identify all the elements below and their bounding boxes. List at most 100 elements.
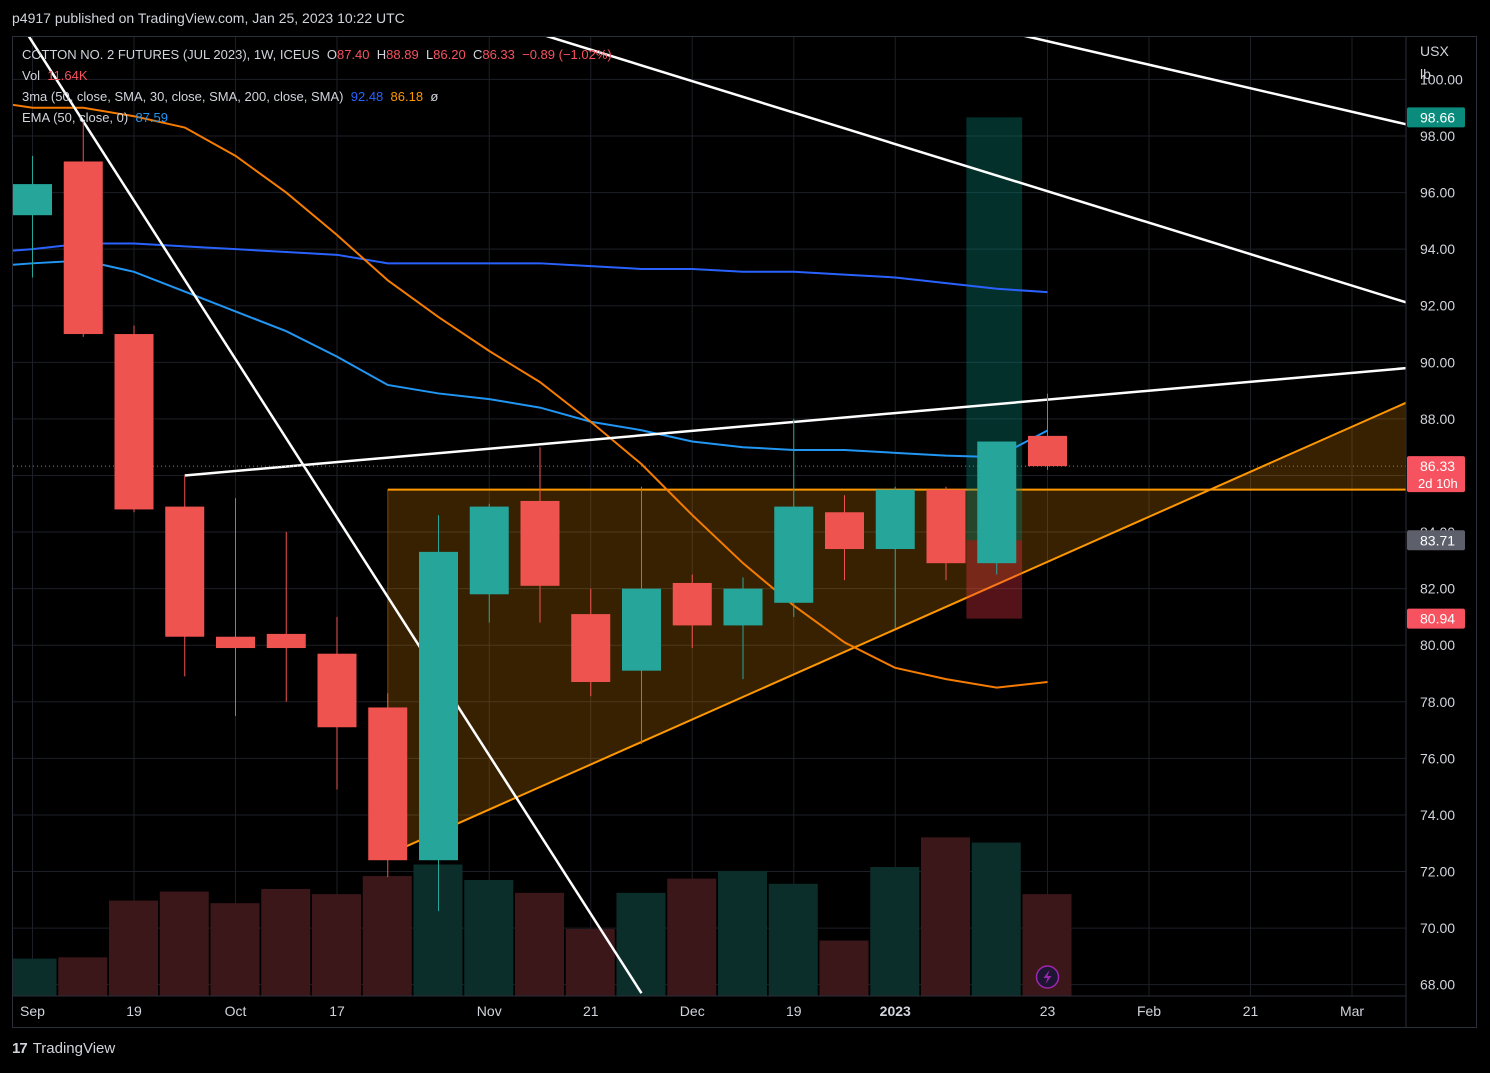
candle[interactable] bbox=[1028, 435, 1067, 467]
time-tick-label: 17 bbox=[329, 1003, 345, 1019]
candle[interactable] bbox=[317, 653, 357, 728]
candle[interactable] bbox=[825, 512, 864, 550]
time-axis: Sep 19 Oct 17 Nov 21 Dec 19 2023 23 Feb 21 Mar bbox=[13, 995, 1406, 1019]
legend-ema-row[interactable]: EMA (50, close, 0) 87.59 bbox=[22, 107, 612, 128]
volume-bar bbox=[159, 891, 209, 996]
tradingview-logo-icon: 17 bbox=[12, 1040, 28, 1057]
time-tick-label: Dec bbox=[680, 1003, 705, 1019]
rising-support-line[interactable] bbox=[387, 401, 1408, 856]
close-value: 86.33 bbox=[482, 47, 515, 62]
time-tick-label: Oct bbox=[225, 1003, 247, 1019]
volume-bar bbox=[312, 894, 361, 996]
sma50-value: 86.18 bbox=[390, 89, 424, 104]
trend-line-1[interactable] bbox=[2, 0, 643, 994]
candle[interactable] bbox=[622, 588, 661, 671]
volume-bar bbox=[109, 900, 158, 996]
candle[interactable] bbox=[520, 500, 560, 586]
price-tick-label: 74.00 bbox=[1420, 807, 1455, 823]
time-tick-label: 23 bbox=[1040, 1003, 1056, 1019]
time-tick-label: 21 bbox=[583, 1003, 599, 1019]
volume-bar bbox=[667, 878, 717, 996]
price-tick-label: 72.00 bbox=[1420, 864, 1455, 880]
candle[interactable] bbox=[368, 707, 408, 861]
ma-line-1[interactable] bbox=[13, 242, 1048, 294]
candle[interactable] bbox=[266, 633, 306, 649]
price-tick-label: 70.00 bbox=[1420, 920, 1455, 936]
candle[interactable] bbox=[571, 614, 611, 682]
candle[interactable] bbox=[774, 506, 814, 603]
ma-line-3[interactable] bbox=[13, 103, 1048, 689]
trend-line-2[interactable] bbox=[2, 0, 1408, 304]
candle[interactable] bbox=[63, 161, 103, 335]
price-tag bbox=[1407, 107, 1465, 128]
publisher-bar: p4917 published on TradingView.com, Jan … bbox=[0, 0, 1490, 36]
volume-bar bbox=[870, 867, 920, 996]
legend-symbol-row: COTTON NO. 2 FUTURES (JUL 2023), 1W, ICE… bbox=[22, 44, 612, 65]
ma-label: 3ma (50, close, SMA, 30, close, SMA, 200… bbox=[22, 89, 344, 104]
trend-line-3[interactable] bbox=[956, 20, 1408, 126]
sma200-value: ø bbox=[430, 89, 439, 104]
sma30-value: 92.48 bbox=[350, 89, 384, 104]
change-value: −0.89 (−1.02%) bbox=[522, 47, 612, 62]
volume-bar bbox=[13, 958, 57, 996]
tradingview-footer[interactable]: 17 TradingView bbox=[12, 1040, 115, 1057]
ema-value: 87.59 bbox=[135, 110, 168, 125]
volume-bar bbox=[768, 883, 818, 996]
high-value: 88.89 bbox=[386, 47, 419, 62]
price-tick-label: 82.00 bbox=[1420, 581, 1455, 597]
unit-label-line1: USX bbox=[1420, 43, 1449, 59]
triangle-zone bbox=[387, 401, 1408, 856]
candle[interactable] bbox=[723, 588, 763, 626]
price-tag-label: 98.66 bbox=[1420, 109, 1455, 125]
time-tick-label: Nov bbox=[477, 1003, 502, 1019]
price-tick-label: 94.00 bbox=[1420, 241, 1455, 257]
moving-averages bbox=[13, 103, 1048, 689]
candles bbox=[13, 121, 1406, 912]
time-tick-label: Sep bbox=[20, 1003, 45, 1019]
price-tick-label: 80.00 bbox=[1420, 637, 1455, 653]
candle[interactable] bbox=[114, 334, 154, 510]
price-tick-label: 78.00 bbox=[1420, 694, 1455, 710]
candle[interactable] bbox=[926, 489, 966, 564]
candle[interactable] bbox=[419, 551, 458, 861]
candle[interactable] bbox=[469, 506, 509, 595]
price-tick-label: 90.00 bbox=[1420, 354, 1455, 370]
trend-lines bbox=[2, 0, 1408, 994]
candle[interactable] bbox=[875, 489, 915, 550]
candle[interactable] bbox=[977, 441, 1017, 564]
volume-bar bbox=[971, 842, 1021, 996]
price-tick-label: 76.00 bbox=[1420, 750, 1455, 766]
price-tags: 98.66 86.33 2d 10h 83.71 80.94 bbox=[1407, 107, 1465, 629]
time-tick-label: Feb bbox=[1137, 1003, 1161, 1019]
legend-volume-row[interactable]: Vol 11.64K bbox=[22, 65, 612, 86]
volume-bar bbox=[616, 892, 666, 996]
price-tag bbox=[1407, 608, 1465, 629]
volume-bar bbox=[921, 837, 970, 996]
ema-label: EMA (50, close, 0) bbox=[22, 110, 129, 125]
price-tick-label: 68.00 bbox=[1420, 977, 1455, 993]
price-tag-label: 80.94 bbox=[1420, 611, 1455, 627]
chart-legend: COTTON NO. 2 FUTURES (JUL 2023), 1W, ICE… bbox=[22, 44, 612, 128]
high-label: H bbox=[376, 47, 387, 62]
candle[interactable] bbox=[165, 506, 205, 637]
legend-ma-row[interactable]: 3ma (50, close, SMA, 30, close, SMA, 200… bbox=[22, 86, 612, 107]
candle[interactable] bbox=[13, 184, 52, 216]
price-tag-label: 83.71 bbox=[1420, 532, 1455, 548]
candle[interactable] bbox=[216, 636, 255, 649]
open-label: O bbox=[326, 47, 337, 62]
chart-misc bbox=[1035, 965, 1060, 989]
ma-line-2[interactable] bbox=[13, 259, 1048, 459]
candle[interactable] bbox=[672, 582, 712, 626]
volume-label: Vol bbox=[22, 68, 41, 83]
symbol-label: COTTON NO. 2 FUTURES (JUL 2023), 1W, ICE… bbox=[22, 47, 320, 62]
volume-bar bbox=[464, 879, 514, 996]
time-tick-label: 19 bbox=[126, 1003, 142, 1019]
trend-line-4[interactable] bbox=[184, 366, 1408, 477]
low-label: L bbox=[425, 47, 434, 62]
close-label: C bbox=[472, 47, 483, 62]
volume-bar bbox=[58, 957, 108, 996]
price-tick-label: 98.00 bbox=[1420, 128, 1455, 144]
volume-bar bbox=[718, 870, 767, 996]
time-tick-label: 21 bbox=[1243, 1003, 1259, 1019]
